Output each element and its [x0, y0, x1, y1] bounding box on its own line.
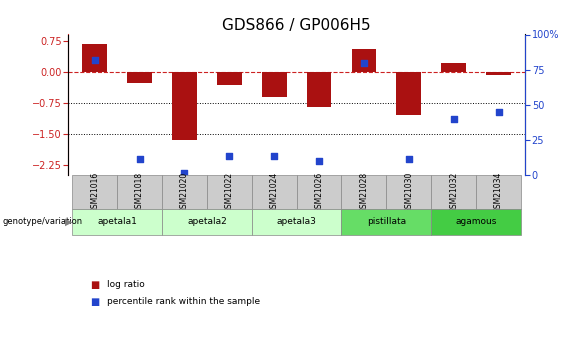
Bar: [162, 175, 207, 209]
Text: GSM21034: GSM21034: [494, 172, 503, 213]
Bar: [82, 43, 107, 72]
Text: pistillata: pistillata: [367, 217, 406, 226]
Bar: [207, 175, 252, 209]
Bar: [431, 175, 476, 209]
Text: GSM21016: GSM21016: [90, 172, 99, 213]
Bar: [341, 209, 431, 235]
Text: GSM21028: GSM21028: [359, 172, 368, 213]
Text: genotype/variation: genotype/variation: [3, 217, 83, 226]
Bar: [262, 72, 286, 98]
Text: apetala1: apetala1: [97, 217, 137, 226]
Bar: [72, 175, 117, 209]
Bar: [341, 175, 386, 209]
Bar: [252, 209, 341, 235]
Bar: [217, 72, 242, 85]
Text: GSM21030: GSM21030: [405, 172, 413, 213]
Bar: [307, 72, 332, 107]
Bar: [486, 72, 511, 75]
Point: [135, 156, 144, 161]
Text: log ratio: log ratio: [107, 280, 145, 289]
Bar: [172, 72, 197, 140]
Title: GDS866 / GP006H5: GDS866 / GP006H5: [222, 18, 371, 33]
Bar: [297, 175, 341, 209]
Point: [449, 116, 458, 122]
Point: [494, 109, 503, 115]
Bar: [127, 72, 152, 83]
Bar: [441, 63, 466, 72]
Point: [90, 57, 99, 63]
Text: percentile rank within the sample: percentile rank within the sample: [107, 297, 260, 306]
Text: GSM21018: GSM21018: [135, 172, 144, 213]
Text: apetala3: apetala3: [277, 217, 316, 226]
Point: [225, 153, 234, 158]
Bar: [386, 175, 431, 209]
Text: GSM21024: GSM21024: [270, 172, 279, 213]
Text: ■: ■: [90, 280, 99, 289]
Point: [359, 60, 368, 66]
Point: [270, 153, 279, 158]
Text: ■: ■: [90, 297, 99, 307]
Bar: [162, 209, 252, 235]
Text: agamous: agamous: [455, 217, 497, 226]
Bar: [476, 175, 521, 209]
Text: GSM21026: GSM21026: [315, 172, 324, 213]
Text: apetala2: apetala2: [187, 217, 227, 226]
Bar: [351, 49, 376, 72]
Bar: [431, 209, 521, 235]
Text: ▶: ▶: [65, 217, 72, 227]
Bar: [72, 209, 162, 235]
Text: GSM21022: GSM21022: [225, 172, 234, 213]
Point: [180, 170, 189, 175]
Text: GSM21020: GSM21020: [180, 172, 189, 213]
Bar: [252, 175, 297, 209]
Bar: [397, 72, 421, 115]
Bar: [117, 175, 162, 209]
Point: [405, 156, 414, 161]
Point: [315, 159, 324, 164]
Text: GSM21032: GSM21032: [449, 172, 458, 213]
